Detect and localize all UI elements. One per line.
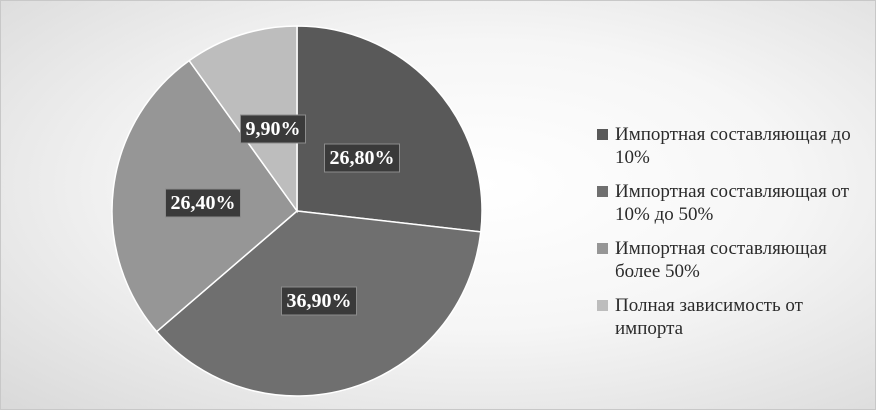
legend-swatch-4: [597, 300, 608, 311]
legend-label-2: Импортная составляющая от 10% до 50%: [615, 181, 850, 225]
data-label-4: 9,90%: [240, 114, 306, 144]
data-label-text-2: 36,90%: [287, 290, 352, 312]
data-label-text-1: 26,80%: [330, 147, 395, 169]
legend-swatch-3: [597, 243, 608, 254]
legend-item-4: Полная зависимость от импорта: [597, 294, 873, 340]
legend-label-4: Полная зависимость от импорта: [615, 295, 803, 339]
legend-swatch-2: [597, 186, 608, 197]
legend-swatch-1: [597, 129, 608, 140]
data-label-box-2: [281, 286, 357, 316]
data-label-box-1: [324, 143, 400, 173]
chart-legend: Импортная составляющая до 10% Импортная с…: [597, 123, 873, 351]
data-label-box-3: [165, 188, 241, 218]
legend-label-1: Импортная составляющая до 10%: [615, 124, 851, 168]
legend-item-2: Импортная составляющая от 10% до 50%: [597, 180, 873, 226]
legend-item-1: Импортная составляющая до 10%: [597, 123, 873, 169]
legend-item-3: Импортная составляющая более 50%: [597, 237, 873, 283]
data-label-text-3: 26,40%: [171, 192, 236, 214]
pie-slice-1: [296, 25, 483, 233]
data-label-2: 36,90%: [281, 286, 357, 316]
data-label-text-4: 9,90%: [246, 118, 301, 140]
legend-label-3: Импортная составляющая более 50%: [615, 238, 827, 282]
data-label-box-4: [240, 114, 306, 144]
data-label-3: 26,40%: [165, 188, 241, 218]
data-label-1: 26,80%: [324, 143, 400, 173]
